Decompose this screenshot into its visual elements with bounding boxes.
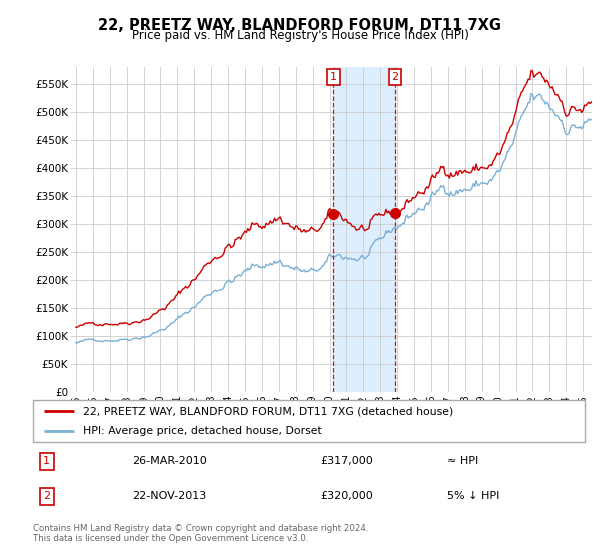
Text: 1: 1	[43, 456, 50, 466]
Text: 2: 2	[392, 72, 398, 82]
Text: 5% ↓ HPI: 5% ↓ HPI	[447, 491, 499, 501]
FancyBboxPatch shape	[33, 400, 585, 442]
Text: 2: 2	[43, 491, 50, 501]
Text: 1: 1	[330, 72, 337, 82]
Text: HPI: Average price, detached house, Dorset: HPI: Average price, detached house, Dors…	[83, 426, 322, 436]
Bar	[333, 67, 395, 392]
Text: 22, PREETZ WAY, BLANDFORD FORUM, DT11 7XG (detached house): 22, PREETZ WAY, BLANDFORD FORUM, DT11 7X…	[83, 407, 453, 416]
Text: Contains HM Land Registry data © Crown copyright and database right 2024.
This d: Contains HM Land Registry data © Crown c…	[33, 524, 368, 543]
Text: £320,000: £320,000	[320, 491, 373, 501]
Text: 26-MAR-2010: 26-MAR-2010	[133, 456, 207, 466]
Text: Price paid vs. HM Land Registry's House Price Index (HPI): Price paid vs. HM Land Registry's House …	[131, 29, 469, 42]
Text: £317,000: £317,000	[320, 456, 373, 466]
Text: 22-NOV-2013: 22-NOV-2013	[133, 491, 206, 501]
Text: 22, PREETZ WAY, BLANDFORD FORUM, DT11 7XG: 22, PREETZ WAY, BLANDFORD FORUM, DT11 7X…	[98, 18, 502, 33]
Text: ≈ HPI: ≈ HPI	[447, 456, 478, 466]
